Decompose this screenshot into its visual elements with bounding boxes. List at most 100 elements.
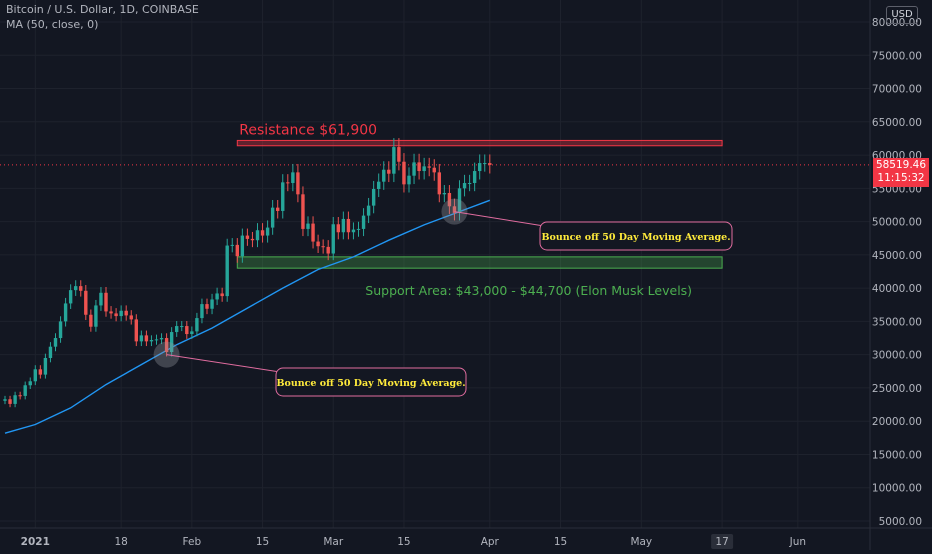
candle-body [351,229,356,233]
candle-body [326,246,330,254]
candle-body [144,335,149,342]
candle-body [488,163,492,165]
candle-body [371,188,376,206]
callout-pointer [454,211,545,227]
candle-body [478,163,482,172]
candle-body [301,194,305,229]
resistance-label: Resistance $61,900 [239,122,377,138]
candle-body [356,228,361,230]
candle-body [190,331,194,335]
candle-body [336,224,340,233]
candle-body [109,311,113,314]
candle-body [99,292,103,306]
candle-body [58,321,63,339]
x-tick-highlight [711,534,734,549]
callout-box[interactable] [539,221,733,251]
y-tick-label: 50000.00 [872,217,922,229]
candle-body [412,162,416,176]
candle-body [296,172,300,195]
candle-body [195,318,199,332]
candle-body [124,310,128,316]
support-label: Support Area: $43,000 - $44,700 (Elon Mu… [365,283,692,298]
candle-body [331,224,335,254]
x-tick-label: Apr [481,536,500,548]
candle-body [382,169,386,182]
candle-body [366,205,371,216]
x-tick-label: 17 [715,536,728,548]
candle-body [321,246,325,248]
candle-body [200,304,204,319]
symbol-legend[interactable]: Bitcoin / U.S. Dollar, 1D, COINBASE [6,3,199,16]
last-price-value: 58519.46 [875,159,927,171]
candle-body [3,399,7,401]
candle-body [361,215,366,229]
candle-body [472,171,477,184]
candle-body [483,163,487,165]
candle-body [462,183,467,189]
y-tick-label: 5000.00 [879,516,922,528]
x-tick-label: 15 [256,536,269,548]
x-tick-label: May [630,536,652,548]
candle-body [427,166,431,168]
currency-button[interactable]: USD [886,6,918,24]
candle-body [175,326,179,333]
last-price-tag: 58519.46 11:15:32 [873,158,929,187]
y-tick-label: 70000.00 [872,84,922,96]
candle-body [447,192,452,207]
y-tick-label: 65000.00 [872,117,922,129]
candle-body [316,241,320,247]
candle-body [291,172,295,184]
candle-body [104,292,108,312]
candle-body [240,235,245,257]
resistance-zone[interactable] [236,139,723,147]
candle-body [43,357,48,375]
x-tick-label: 15 [397,536,410,548]
callout-text: Bounce off 50 Day Moving Average. [541,232,730,243]
candle-body [442,192,447,195]
bar-countdown: 11:15:32 [877,172,925,184]
candle-body [159,338,164,340]
candle-body [230,244,234,246]
candle-body [89,314,93,327]
y-tick-label: 15000.00 [872,449,922,461]
candle-body [8,399,12,404]
candle-body [205,304,209,309]
candle-body [437,172,441,195]
y-tick-label: 75000.00 [872,50,922,62]
candle-body [341,218,346,233]
candle-body [18,395,22,397]
x-tick-label: Jun [789,536,806,548]
candle-body [346,218,351,233]
y-tick-label: 30000.00 [872,350,922,362]
candle-body [210,299,214,309]
candle-body [114,313,118,317]
candle-body [23,385,27,396]
candle-body [377,181,381,189]
candle-body [225,245,229,297]
candle-body [38,369,43,375]
candle-body [457,188,462,213]
y-tick-label: 45000.00 [872,250,922,262]
candle-body [68,290,73,304]
candle-body [28,381,32,386]
callout-box[interactable] [275,367,467,397]
candle-body [164,338,169,353]
candle-body [74,286,78,291]
candle-body [220,293,224,297]
candle-body [276,207,280,211]
y-tick-label: 35000.00 [872,316,922,328]
candle-body [432,167,436,173]
x-tick-label: 2021 [21,536,50,548]
candle-body [53,338,58,347]
candle-body [311,223,315,242]
candle-body [392,147,396,174]
candle-body [387,169,391,174]
candle-body [417,162,421,172]
x-tick-label: Feb [183,536,202,548]
candle-body [119,310,123,317]
candle-body [48,346,53,358]
support-zone[interactable] [236,256,723,269]
indicator-legend[interactable]: MA (50, close, 0) [6,18,99,31]
